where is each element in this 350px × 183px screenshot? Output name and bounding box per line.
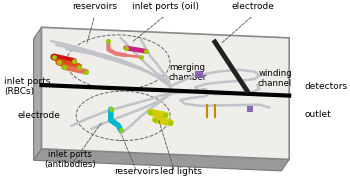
Text: detectors: detectors [305,82,348,91]
Bar [195,71,202,74]
Text: electrode: electrode [232,2,275,11]
Polygon shape [34,149,289,171]
Text: merging
chamber: merging chamber [168,63,206,82]
Polygon shape [41,27,289,159]
Text: reservoirs: reservoirs [72,2,117,11]
Text: winding
channel: winding channel [258,69,292,88]
Bar [195,75,202,77]
Text: inlet ports
(RBCs): inlet ports (RBCs) [4,77,50,96]
Polygon shape [34,27,41,160]
Text: inlet ports
(antibodies): inlet ports (antibodies) [44,150,96,169]
Text: reservoirs: reservoirs [114,167,160,176]
Text: inlet ports (oil): inlet ports (oil) [132,2,199,11]
Bar [247,109,252,111]
Text: electrode: electrode [18,111,61,120]
Text: outlet: outlet [305,110,332,119]
Text: led lights: led lights [160,167,202,176]
Bar [247,106,252,108]
